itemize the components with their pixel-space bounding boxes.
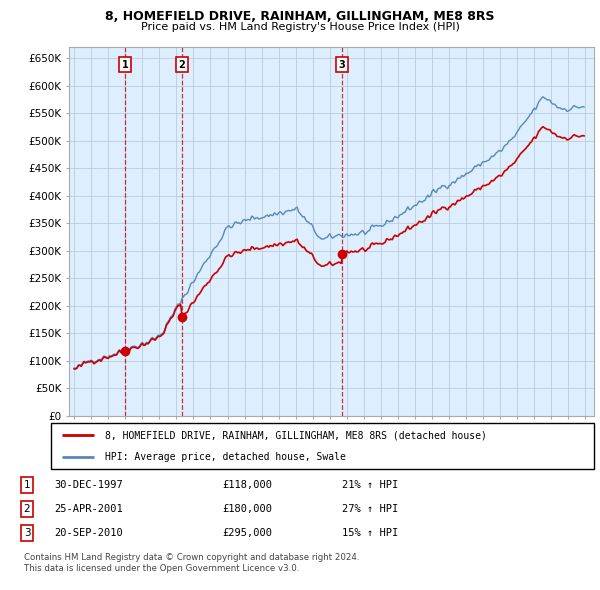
Text: Price paid vs. HM Land Registry's House Price Index (HPI): Price paid vs. HM Land Registry's House … xyxy=(140,22,460,32)
Text: Contains HM Land Registry data © Crown copyright and database right 2024.
This d: Contains HM Land Registry data © Crown c… xyxy=(24,553,359,573)
Text: £118,000: £118,000 xyxy=(222,480,272,490)
Text: 1: 1 xyxy=(23,480,31,490)
Bar xyxy=(125,47,182,416)
Text: 3: 3 xyxy=(338,60,346,70)
Text: 20-SEP-2010: 20-SEP-2010 xyxy=(54,529,123,538)
Text: 2: 2 xyxy=(178,60,185,70)
Text: £180,000: £180,000 xyxy=(222,504,272,514)
Text: 1: 1 xyxy=(122,60,128,70)
Bar xyxy=(69,47,125,416)
Text: 30-DEC-1997: 30-DEC-1997 xyxy=(54,480,123,490)
Bar xyxy=(342,47,594,416)
Text: 2: 2 xyxy=(23,504,31,514)
Text: 8, HOMEFIELD DRIVE, RAINHAM, GILLINGHAM, ME8 8RS: 8, HOMEFIELD DRIVE, RAINHAM, GILLINGHAM,… xyxy=(105,10,495,23)
Text: 3: 3 xyxy=(23,529,31,538)
Bar xyxy=(182,47,342,416)
Text: £295,000: £295,000 xyxy=(222,529,272,538)
Text: 15% ↑ HPI: 15% ↑ HPI xyxy=(342,529,398,538)
Text: 8, HOMEFIELD DRIVE, RAINHAM, GILLINGHAM, ME8 8RS (detached house): 8, HOMEFIELD DRIVE, RAINHAM, GILLINGHAM,… xyxy=(106,431,487,441)
Text: 27% ↑ HPI: 27% ↑ HPI xyxy=(342,504,398,514)
Text: 25-APR-2001: 25-APR-2001 xyxy=(54,504,123,514)
Text: HPI: Average price, detached house, Swale: HPI: Average price, detached house, Swal… xyxy=(106,451,346,461)
Text: 21% ↑ HPI: 21% ↑ HPI xyxy=(342,480,398,490)
